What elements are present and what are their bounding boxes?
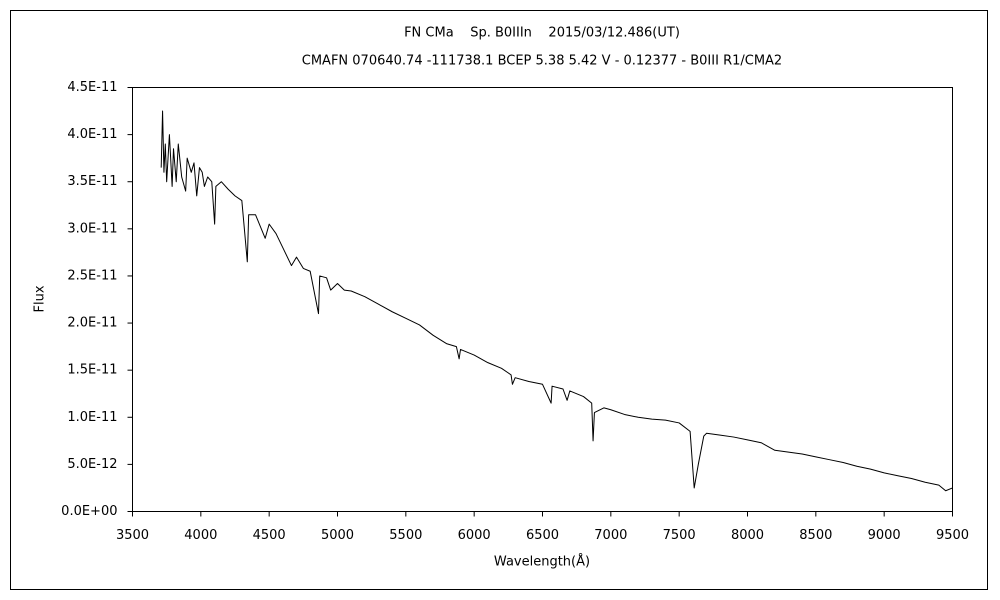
y-axis-label: Flux: [33, 285, 48, 312]
y-tick-label: 5.0E-12: [67, 457, 117, 472]
x-axis-label: Wavelength(Å): [494, 554, 590, 570]
y-tick-label: 1.5E-11: [67, 363, 117, 378]
x-tick-label: 7500: [663, 528, 696, 543]
y-tick-label: 3.5E-11: [67, 174, 117, 189]
x-tick-label: 9000: [868, 528, 901, 543]
x-tick-label: 6000: [458, 528, 491, 543]
frame: [10, 10, 988, 590]
y-tick-label: 4.5E-11: [67, 80, 117, 95]
y-tick-label: 3.0E-11: [67, 221, 117, 236]
spectrum-line: [160, 110, 953, 492]
chart-title: FN CMa Sp. B0IIIn 2015/03/12.486(UT): [404, 26, 680, 41]
y-tick-label: 1.0E-11: [67, 410, 117, 425]
x-tick-label: 7000: [594, 528, 627, 543]
x-tick-label: 4000: [184, 528, 217, 543]
x-tick-label: 5000: [321, 528, 354, 543]
x-tick-label: 6500: [526, 528, 559, 543]
y-tick-label: 2.5E-11: [67, 268, 117, 283]
x-tick-label: 8000: [731, 528, 764, 543]
y-tick-label: 2.0E-11: [67, 316, 117, 331]
x-tick-label: 8500: [799, 528, 832, 543]
y-tick-label: 0.0E+00: [61, 504, 117, 519]
x-tick-label: 5500: [389, 528, 422, 543]
chart-subtitle: CMAFN 070640.74 -111738.1 BCEP 5.38 5.42…: [302, 54, 782, 69]
x-tick-label: 3500: [116, 528, 149, 543]
x-tick-label: 9500: [936, 528, 969, 543]
x-tick-label: 4500: [253, 528, 286, 543]
y-tick-label: 4.0E-11: [67, 127, 117, 142]
